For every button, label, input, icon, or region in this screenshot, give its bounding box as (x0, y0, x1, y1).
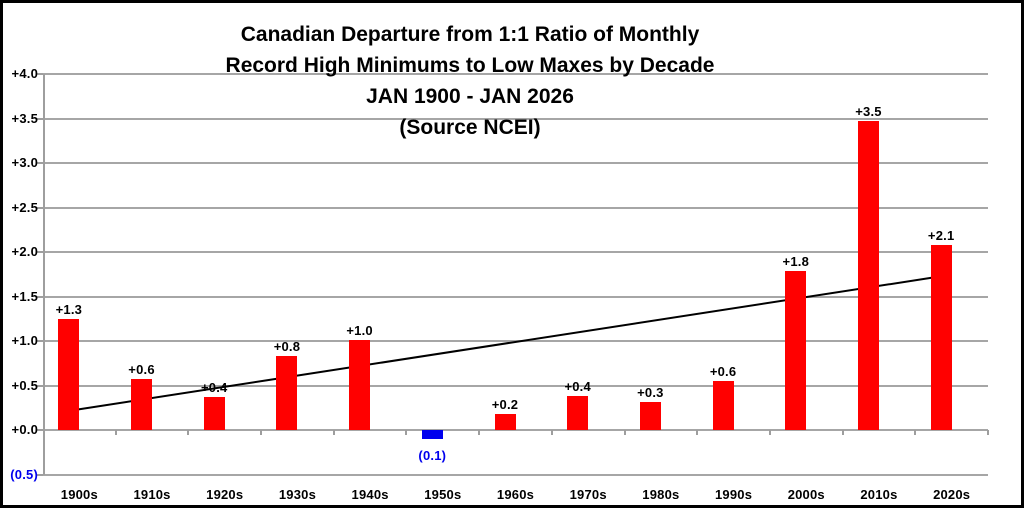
data-label-2010s: +3.5 (855, 104, 882, 120)
y-axis-label: +0.5 (11, 377, 38, 393)
x-axis-tick (478, 430, 481, 436)
x-axis-label-2000s: 2000s (787, 487, 825, 502)
gridline (43, 429, 988, 432)
y-axis-label: +2.5 (11, 199, 38, 215)
data-bar-1950s (421, 430, 443, 440)
gridline (43, 251, 988, 254)
x-axis-tick (114, 430, 117, 436)
chart-title-line-2: Record High Minimums to Low Maxes by Dec… (225, 54, 715, 77)
data-bar-1930s (276, 355, 298, 431)
x-axis-label-1940s: 1940s (351, 487, 389, 502)
data-label-1910s: +0.6 (128, 361, 155, 377)
data-label-1980s: +0.3 (637, 384, 664, 400)
x-axis-label-1970s: 1970s (569, 487, 607, 502)
data-bar-2010s (857, 121, 879, 431)
data-label-2000s: +1.8 (782, 253, 809, 269)
chart-title: Canadian Departure from 1:1 Ratio of Mon… (3, 19, 937, 143)
data-bar-1990s (712, 380, 734, 431)
y-axis-label: +3.5 (11, 110, 38, 126)
y-axis-label: +1.5 (11, 288, 38, 304)
y-axis-tick (37, 474, 43, 476)
x-axis-tick (550, 430, 553, 436)
y-axis-tick (37, 429, 43, 432)
data-bar-1980s (639, 401, 661, 431)
data-label-1960s: +0.2 (491, 397, 519, 413)
y-axis-label: +2.0 (11, 244, 38, 260)
x-axis-tick (623, 430, 626, 436)
gridline (43, 340, 988, 343)
y-axis-tick (37, 340, 43, 343)
y-axis-tick (37, 73, 43, 75)
data-bar-1970s (567, 395, 589, 431)
y-axis-label: +4.0 (11, 66, 38, 81)
x-axis-label-1950s: 1950s (424, 487, 462, 502)
y-axis-tick (37, 117, 43, 120)
x-axis-tick (841, 430, 844, 436)
x-axis-label-1930s: 1930s (278, 487, 316, 502)
x-axis-tick (987, 430, 989, 436)
x-axis-label-1900s: 1900s (60, 487, 98, 502)
y-axis-tick (37, 295, 43, 298)
x-axis-tick (405, 430, 408, 436)
x-axis-tick (260, 430, 263, 436)
data-label-1950s: (0.1) (418, 448, 447, 464)
x-axis-label-2010s: 2010s (860, 487, 898, 502)
x-axis-label-2020s: 2020s (933, 487, 971, 502)
x-axis-tick (768, 430, 771, 436)
x-axis-tick (187, 430, 190, 436)
data-label-2020s: +2.1 (927, 228, 955, 244)
x-axis-label-1990s: 1990s (714, 487, 753, 502)
data-label-1900s: +1.3 (55, 302, 83, 318)
data-label-1970s: +0.4 (564, 378, 591, 394)
gridline (43, 162, 988, 165)
data-bar-1940s (349, 340, 371, 431)
x-axis-label-1960s: 1960s (496, 487, 535, 502)
data-bar-2000s (785, 270, 807, 431)
data-bar-1960s (494, 414, 516, 431)
y-axis-label: +3.0 (11, 155, 38, 171)
chart-title-line-1: Canadian Departure from 1:1 Ratio of Mon… (240, 23, 700, 46)
y-axis-tick (37, 162, 43, 165)
data-label-1990s: +0.6 (709, 363, 737, 379)
y-axis-label: (0.5) (10, 467, 38, 482)
x-axis-tick (914, 430, 917, 436)
y-axis-label: +1.0 (11, 333, 38, 349)
data-label-1930s: +0.8 (273, 338, 301, 354)
gridline (43, 295, 988, 298)
chart-title-line-3: JAN 1900 - JAN 2026 (366, 85, 574, 108)
x-axis-label-1980s: 1980s (642, 487, 680, 502)
x-axis-label-1920s: 1920s (206, 487, 244, 502)
gridline (43, 206, 988, 209)
y-axis-tick (37, 384, 43, 387)
x-axis-label-1910s: 1910s (133, 487, 171, 502)
gridline (43, 73, 988, 75)
chart-title-line-4: (Source NCEI) (399, 116, 541, 139)
y-axis-tick (37, 206, 43, 209)
gridline (43, 117, 988, 120)
y-axis-line (43, 74, 45, 475)
x-axis-tick (696, 430, 699, 436)
data-bar-1920s (203, 396, 225, 431)
data-bar-2020s (930, 245, 952, 431)
y-axis-tick (37, 251, 43, 254)
data-label-1920s: +0.4 (200, 379, 228, 395)
data-label-1940s: +1.0 (346, 323, 373, 339)
x-axis-tick (332, 430, 335, 436)
y-axis-label: +0.0 (11, 422, 38, 438)
gridline (43, 474, 988, 476)
plot-area: +1.3 +0.6 +0.4 +0.8 +1.0 (0.1) +0.2 +0.4 +0.3 +0.… (37, 73, 989, 476)
data-bar-1910s (131, 378, 153, 431)
data-bar-1900s (58, 319, 80, 431)
